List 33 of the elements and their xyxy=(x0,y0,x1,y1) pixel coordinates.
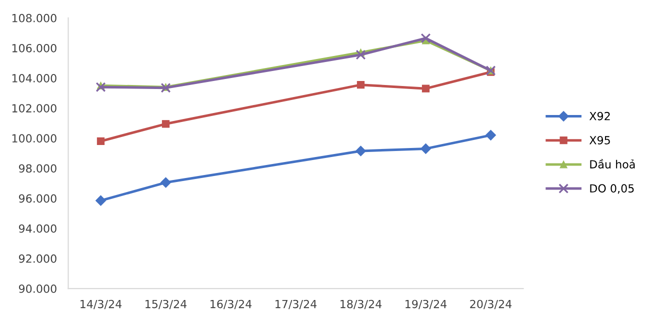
y-tick-label: 98.000 xyxy=(18,164,56,173)
x-tick-label: 15/3/24 xyxy=(146,300,187,310)
y-tick-label: 100.000 xyxy=(12,134,56,143)
point xyxy=(162,120,170,128)
legend-label: Dầu hoả xyxy=(590,158,635,168)
point xyxy=(356,50,366,60)
x-tick-label: 14/3/24 xyxy=(80,300,122,310)
point xyxy=(95,195,106,206)
x-tick-label: 18/3/24 xyxy=(340,300,382,310)
point xyxy=(420,33,431,44)
legend-label: X95 xyxy=(589,136,610,144)
point xyxy=(422,84,430,92)
x-tick-label: 17/3/24 xyxy=(276,300,317,310)
point xyxy=(355,146,366,156)
point xyxy=(96,82,106,92)
point xyxy=(96,137,105,146)
point xyxy=(420,143,432,154)
legend-label: DO 0,05 xyxy=(590,184,634,194)
point xyxy=(160,177,172,188)
y-tick-label: 106.000 xyxy=(12,44,56,52)
y-tick-label: 108.000 xyxy=(12,14,56,22)
y-tick-label: 96.000 xyxy=(18,194,56,203)
x-tick-label: 19/3/24 xyxy=(406,300,447,310)
point xyxy=(356,81,365,89)
legend-label: X92 xyxy=(589,112,610,120)
x-tick-label: 20/3/24 xyxy=(470,300,512,310)
y-tick-label: 104.000 xyxy=(12,74,56,82)
y-tick-label: 102.000 xyxy=(12,104,56,113)
x-tick-label: 16/3/24 xyxy=(210,300,252,310)
y-tick-label: 94.000 xyxy=(18,224,56,233)
point xyxy=(485,130,496,140)
y-tick-label: 92.000 xyxy=(18,254,56,263)
y-tick-label: 90.000 xyxy=(18,284,56,293)
